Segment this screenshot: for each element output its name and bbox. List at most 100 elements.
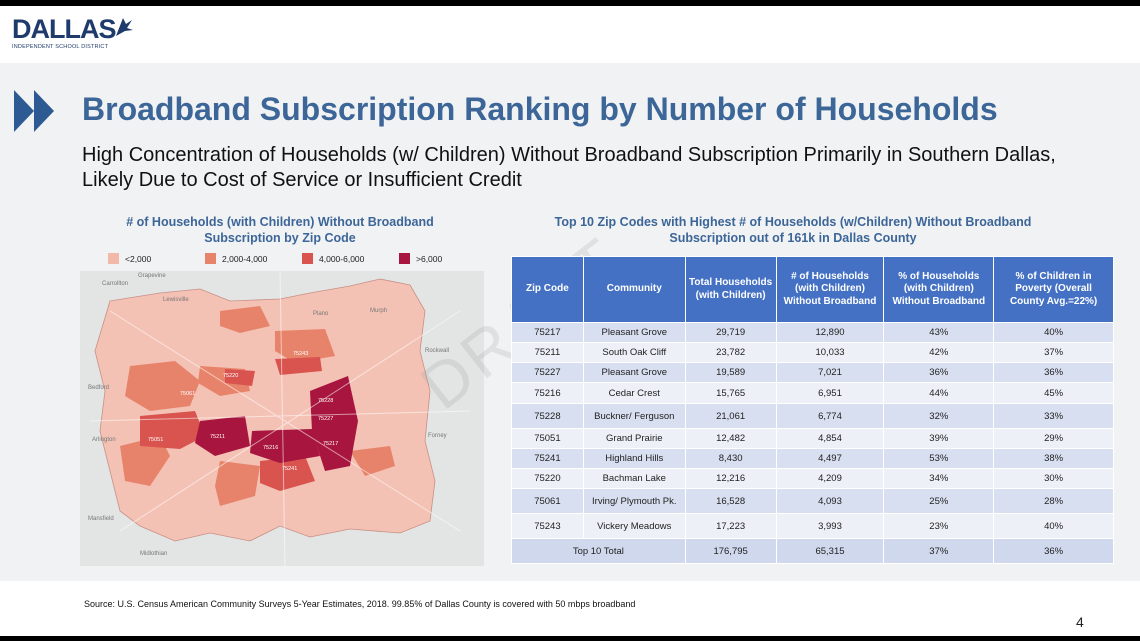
zone-mid-3 (275, 329, 335, 363)
place-label: Grapevine (138, 273, 166, 279)
place-label: Plano (313, 311, 329, 317)
column-header: Community (582, 256, 686, 323)
total-cell: 36% (993, 538, 1114, 564)
table-cell: 4,497 (775, 448, 885, 469)
table-row: 75211 South Oak Cliff 23,782 10,033 42% 37% (511, 342, 1114, 363)
place-label: Bedford (88, 385, 109, 391)
table-cell: 28% (993, 488, 1114, 514)
page-subtitle: High Concentration of Households (w/ Chi… (82, 144, 1056, 191)
zone-high-1 (140, 411, 205, 449)
table-cell: Irving/ Plymouth Pk. (582, 488, 686, 514)
logo-star-icon (115, 18, 133, 36)
table-cell: 23,782 (684, 342, 777, 363)
table-cell: Buckner/ Ferguson (582, 403, 686, 429)
table-cell: Pleasant Grove (582, 362, 686, 383)
zone-mid-4 (220, 306, 270, 333)
table-cell: 21,061 (684, 403, 777, 429)
zip-label: 75211 (210, 434, 225, 440)
legend-label: 4,000-6,000 (319, 253, 365, 264)
table-cell: 29,719 (684, 322, 777, 343)
total-label: Top 10 Total (511, 538, 686, 564)
zone-high-4 (260, 456, 315, 491)
total-cell: 37% (883, 538, 995, 564)
table-cell: 19,589 (684, 362, 777, 383)
place-label: Lewisville (163, 297, 189, 303)
table-cell: 38% (993, 448, 1114, 469)
table-cell: 43% (883, 322, 995, 343)
legend-swatch (108, 253, 119, 264)
table-cell: South Oak Cliff (582, 342, 686, 363)
table-cell: 10,033 (775, 342, 885, 363)
table-cell: 42% (883, 342, 995, 363)
table-cell: 75216 (511, 382, 584, 404)
zone-top-3 (250, 429, 320, 463)
table-cell: 29% (993, 428, 1114, 449)
zip-label: 75216 (263, 445, 278, 451)
table-cell: Grand Prairie (582, 428, 686, 449)
map-title: # of Households (with Children) Without … (126, 215, 434, 245)
slide: DALLAS INDEPENDENT SCHOOL DISTRICT Broad… (0, 6, 1140, 636)
table-cell: 53% (883, 448, 995, 469)
table-cell: 30% (993, 468, 1114, 489)
table-cell: 44% (883, 382, 995, 404)
column-header: % of Households (with Children) Without … (883, 256, 995, 323)
legend-swatch (205, 253, 216, 264)
table-header-row: Zip Code Community Total Households (with … (511, 256, 1114, 323)
place-label: Forney (428, 433, 447, 439)
table-cell: Cedar Crest (582, 382, 686, 404)
table-cell: Pleasant Grove (582, 322, 686, 343)
table-cell: 12,216 (684, 468, 777, 489)
table-cell: 40% (993, 322, 1114, 343)
table-cell: 4,209 (775, 468, 885, 489)
table-cell: 34% (883, 468, 995, 489)
total-cell: 176,795 (684, 538, 777, 564)
table-cell: 39% (883, 428, 995, 449)
table-cell: 45% (993, 382, 1114, 404)
table-cell: 75217 (511, 322, 584, 343)
zip-label: 75227 (318, 416, 333, 422)
place-label: Murph (370, 308, 387, 314)
zone-mid-5 (120, 436, 170, 486)
table-cell: 16,528 (684, 488, 777, 514)
logo-name: DALLAS (12, 14, 116, 44)
place-label: Arlington (92, 437, 116, 443)
zip-code-map: 75243 75220 75061 75228 75227 75051 75211 75216… (80, 270, 484, 567)
legend-item: >6,000 (399, 253, 496, 264)
table-cell: 75051 (511, 428, 584, 449)
column-header: Total Households (with Children) (684, 256, 777, 323)
zone-high-3 (275, 357, 322, 375)
county-shape (94, 278, 436, 542)
table-row: 75061 Irving/ Plymouth Pk. 16,528 4,093 25% 2… (511, 488, 1114, 514)
table-cell: 75220 (511, 468, 584, 489)
table-row: 75216 Cedar Crest 15,765 6,951 44% 45% (511, 382, 1114, 404)
table-cell: 36% (883, 362, 995, 383)
place-label: Carrollton (102, 281, 128, 287)
table-cell: 37% (993, 342, 1114, 363)
zip-label: 75061 (180, 391, 195, 397)
logo-subtitle: INDEPENDENT SCHOOL DISTRICT (12, 44, 109, 50)
table-cell: 75241 (511, 448, 584, 469)
table-cell: 40% (993, 513, 1114, 539)
place-label: Rockwall (425, 348, 449, 354)
zip-code-table: Zip Code Community Total Households (with … (511, 256, 1114, 564)
table-title: Top 10 Zip Codes with Highest # of House… (554, 215, 1032, 245)
page-number: 4 (1076, 614, 1084, 630)
table-cell: 4,854 (775, 428, 885, 449)
table-cell: 17,223 (684, 513, 777, 539)
table-cell: 33% (993, 403, 1114, 429)
column-header: Zip Code (511, 256, 584, 323)
table-total-row: Top 10 Total 176,795 65,315 37% 36% (511, 538, 1114, 564)
table-row: 75228 Buckner/ Ferguson 21,061 6,774 32% 33% (511, 403, 1114, 429)
zone-mid-7 (215, 461, 260, 506)
place-label: Mansfield (88, 516, 114, 522)
page-title: Broadband Subscription Ranking by Number… (82, 91, 998, 127)
legend-item: <2,000 (108, 253, 205, 264)
table-cell: 25% (883, 488, 995, 514)
table-cell: 12,890 (775, 322, 885, 343)
legend-label: >6,000 (416, 253, 443, 264)
table-cell: Vickery Meadows (582, 513, 686, 539)
legend-swatch (302, 253, 313, 264)
legend-item: 2,000-4,000 (205, 253, 302, 264)
legend-swatch (399, 253, 410, 264)
map-roads (89, 270, 471, 567)
